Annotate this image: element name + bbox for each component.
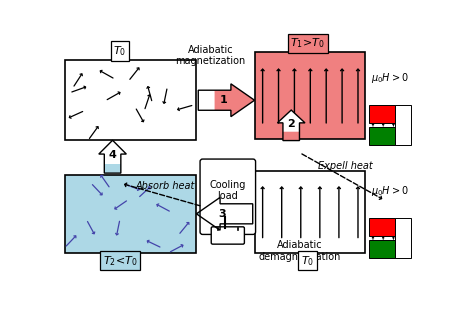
Polygon shape	[283, 132, 300, 141]
Bar	[395, 218, 411, 258]
Bar	[395, 105, 411, 145]
Text: $T_1$>$T_0$: $T_1$>$T_0$	[291, 36, 325, 50]
Text: 4: 4	[109, 150, 117, 160]
Text: Cooling
load: Cooling load	[210, 180, 246, 201]
Bar	[65, 60, 196, 140]
FancyBboxPatch shape	[211, 227, 245, 244]
Bar	[369, 218, 395, 236]
Bar	[255, 171, 365, 253]
Text: Absorb heat: Absorb heat	[136, 181, 195, 191]
Text: 3: 3	[218, 209, 226, 219]
Bar	[369, 127, 395, 145]
Polygon shape	[104, 164, 121, 173]
Polygon shape	[99, 140, 127, 164]
Bar	[369, 105, 395, 123]
Text: $T_0$: $T_0$	[113, 44, 127, 58]
Text: Adiabatic
demagnetization: Adiabatic demagnetization	[258, 240, 341, 262]
Polygon shape	[198, 90, 215, 110]
Text: $\mu_0H>0$: $\mu_0H>0$	[371, 71, 409, 85]
Text: Expell heat: Expell heat	[319, 161, 373, 171]
Polygon shape	[196, 197, 237, 230]
FancyBboxPatch shape	[200, 159, 255, 234]
Text: Adiabatic
magnetization: Adiabatic magnetization	[175, 45, 246, 66]
Bar	[369, 240, 395, 258]
Polygon shape	[215, 84, 255, 117]
Text: $T_0$: $T_0$	[301, 254, 314, 268]
Polygon shape	[277, 110, 305, 132]
Bar	[255, 52, 365, 139]
Bar	[65, 175, 196, 253]
Text: $\mu_0H>0$: $\mu_0H>0$	[371, 184, 409, 198]
Text: 2: 2	[287, 119, 295, 129]
Polygon shape	[237, 204, 253, 224]
Text: $T_2$<$T_0$: $T_2$<$T_0$	[103, 254, 137, 268]
Text: 1: 1	[220, 95, 228, 105]
